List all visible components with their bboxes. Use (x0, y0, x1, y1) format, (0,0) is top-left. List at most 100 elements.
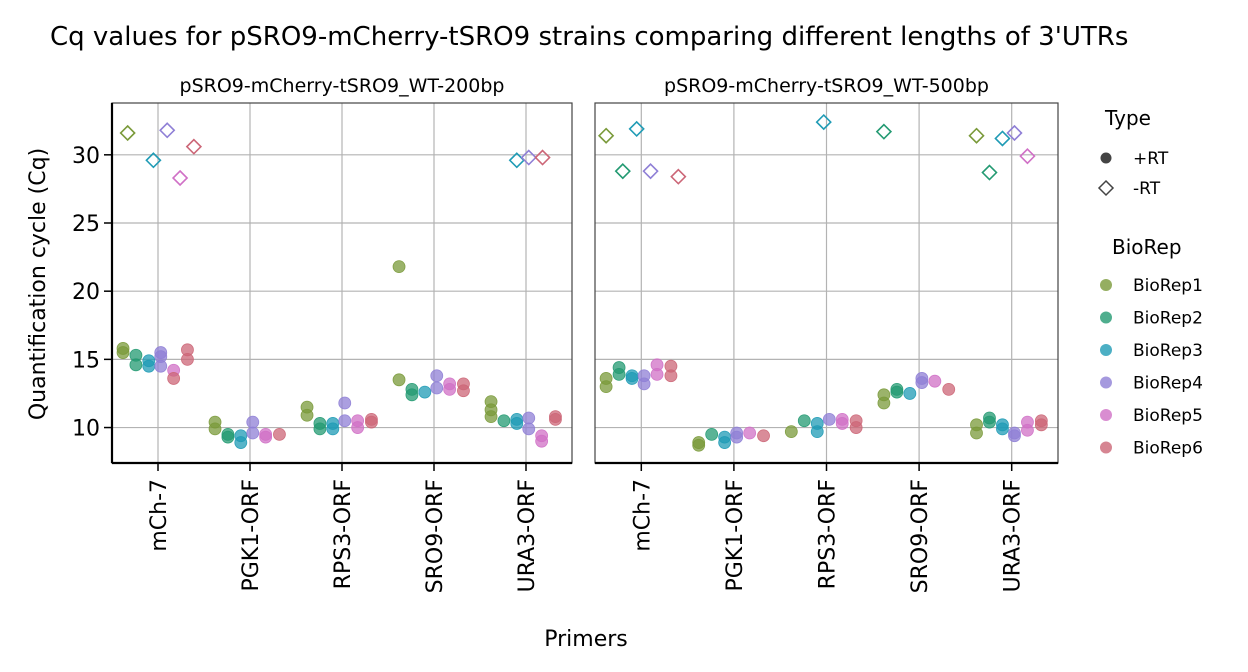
data-point-plus-rt (234, 436, 248, 449)
data-point-plus-rt (705, 427, 719, 441)
x-tick-label: PGK1-ORF (723, 479, 748, 592)
data-point-minus-rt (981, 164, 998, 181)
data-point-plus-rt (903, 387, 917, 400)
data-point-plus-rt (625, 372, 639, 385)
data-point-minus-rt (875, 123, 893, 140)
legend-swatch (1100, 311, 1112, 324)
x-tick-label: RPS3-ORF (331, 479, 356, 589)
legend-swatch (1100, 344, 1112, 356)
data-point-plus-rt (457, 384, 470, 398)
data-point-plus-rt (1008, 429, 1021, 443)
data-point-plus-rt (522, 411, 536, 425)
data-point-plus-rt (443, 382, 457, 396)
data-point-plus-rt (743, 426, 757, 440)
data-point-plus-rt (259, 430, 273, 444)
facet-panel-500bp: pSRO9-mCherry-tSRO9_WT-500bp mCh-7 PGK1-OR… (594, 75, 1059, 593)
data-point-plus-rt (942, 382, 956, 396)
data-point-plus-rt (664, 369, 678, 383)
data-point-plus-rt (822, 412, 836, 426)
legend-biorep: BioRep BioRep1 BioRep2 BioRep3 BioRep4 BioRep… (1100, 235, 1203, 459)
x-axis-title: Primers (544, 627, 628, 652)
x-tick-label: mCh-7 (147, 479, 172, 552)
data-point-plus-rt (116, 346, 130, 359)
data-point-plus-rt (835, 417, 849, 430)
data-point-plus-rt (351, 421, 365, 434)
data-point-minus-rt (145, 152, 162, 169)
data-point-minus-rt (1006, 124, 1023, 142)
data-point-minus-rt (159, 122, 176, 139)
data-point-plus-rt (154, 359, 168, 373)
x-tick-label: URA3-ORF (515, 479, 540, 592)
legend-circle-icon (1100, 152, 1112, 164)
data-point-plus-rt (142, 359, 156, 373)
data-point-plus-rt (484, 410, 498, 424)
y-tick-label: 15 (72, 348, 100, 373)
data-point-plus-rt (797, 414, 811, 428)
data-point-plus-rt (983, 415, 996, 429)
legend-swatch (1100, 441, 1112, 454)
legend-type-label: +RT (1133, 149, 1169, 169)
data-point-minus-rt (968, 127, 985, 144)
data-point-plus-rt (418, 385, 432, 399)
legend-type: Type +RT -RT (1097, 106, 1169, 199)
y-tick-label: 20 (72, 280, 100, 305)
data-point-plus-rt (273, 427, 286, 441)
y-tick-label: 30 (72, 144, 100, 169)
data-point-plus-rt (784, 425, 798, 439)
data-point-plus-rt (326, 422, 340, 436)
data-point-plus-rt (549, 412, 562, 426)
x-tick-label: mCh-7 (630, 479, 655, 552)
data-point-plus-rt (535, 434, 549, 448)
legend-biorep-label: BioRep2 (1133, 309, 1203, 329)
data-point-plus-rt (313, 422, 327, 436)
data-point-minus-rt (597, 127, 615, 144)
data-point-plus-rt (877, 396, 891, 410)
legend-type-title: Type (1104, 106, 1151, 130)
data-point-plus-rt (167, 372, 181, 385)
data-point-plus-rt (522, 422, 536, 436)
data-point-minus-rt (642, 163, 659, 180)
x-tick-label: RPS3-ORF (816, 479, 841, 589)
data-point-plus-rt (996, 422, 1009, 436)
data-point-plus-rt (849, 421, 863, 434)
data-point-plus-rt (129, 358, 143, 372)
data-point-minus-rt (185, 138, 203, 155)
data-point-plus-rt (181, 352, 194, 366)
data-point-plus-rt (338, 396, 352, 410)
data-point-plus-rt (757, 429, 770, 443)
x-tick-label: URA3-ORF (1001, 479, 1026, 592)
legend-swatch (1100, 279, 1112, 291)
data-point-plus-rt (692, 438, 706, 452)
data-point-plus-rt (338, 414, 352, 428)
legend-type-label: -RT (1133, 179, 1161, 199)
y-axis: 10 15 20 25 30 (72, 103, 114, 463)
data-point-plus-rt (637, 377, 651, 391)
data-point-plus-rt (612, 367, 626, 381)
data-point-minus-rt (670, 168, 687, 185)
data-point-plus-rt (718, 436, 732, 449)
data-point-plus-rt (430, 381, 444, 395)
data-point-plus-rt (890, 385, 904, 399)
data-point-plus-rt (405, 388, 419, 402)
legend-biorep-label: BioRep4 (1133, 374, 1203, 394)
data-point-minus-rt (1019, 148, 1036, 165)
legend-biorep-label: BioRep6 (1133, 439, 1203, 459)
data-point-minus-rt (614, 163, 631, 180)
data-point-plus-rt (497, 414, 511, 428)
legend-diamond-icon (1097, 179, 1115, 197)
data-point-minus-rt (628, 120, 645, 138)
legend-biorep-label: BioRep1 (1133, 276, 1203, 296)
data-point-plus-rt (430, 369, 444, 383)
legend-biorep-title: BioRep (1112, 235, 1182, 259)
legend-biorep-label: BioRep5 (1133, 406, 1203, 426)
data-point-plus-rt (365, 415, 378, 429)
x-tick-label: SRO9-ORF (423, 479, 448, 593)
data-point-plus-rt (392, 373, 406, 387)
data-point-plus-rt (970, 426, 983, 440)
facet-panel-200bp: pSRO9-mCherry-tSRO9_WT-200bp mCh-7 PGK1-OR… (111, 75, 573, 593)
y-axis-title: Quantification cycle (Cq) (26, 148, 51, 420)
y-tick-label: 25 (72, 212, 100, 237)
data-point-minus-rt (534, 149, 551, 166)
facet-title: pSRO9-mCherry-tSRO9_WT-200bp (180, 75, 505, 97)
